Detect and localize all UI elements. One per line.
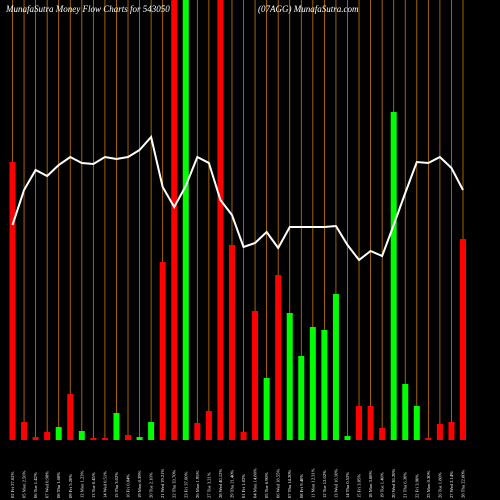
bar — [240, 432, 247, 440]
x-tick-label: 13 Wed 16.10% — [333, 469, 338, 498]
x-tick-label: 13 Tue 0.45% — [91, 472, 96, 498]
x-tick-label: 21 Thu 6.30% — [403, 472, 408, 498]
bar — [194, 423, 201, 440]
x-tick-label: 15 Thu 3.02% — [114, 472, 119, 498]
bar — [390, 112, 397, 440]
bar — [402, 384, 409, 440]
x-tick-label: 04 Mon 14.80% — [253, 468, 258, 498]
x-tick-label: 22 Thu 33.70% — [172, 469, 177, 498]
bar — [448, 422, 455, 440]
x-tick-label: 20 Tue 2.10% — [149, 472, 154, 498]
x-tick-label: 21 Wed 19.21% — [160, 469, 165, 498]
x-tick-label: 02 Fri 27.62% — [10, 471, 15, 498]
x-tick-label: 09 Fri 5.20% — [68, 474, 73, 498]
bar — [321, 330, 328, 440]
x-tick-label: 12 Tue 12.02% — [322, 470, 327, 498]
bar — [55, 427, 62, 440]
bar — [148, 422, 155, 440]
bar — [90, 438, 97, 440]
bar — [217, 0, 224, 440]
x-tick-label: 27 Tue 3.21% — [206, 472, 211, 498]
bar — [21, 422, 28, 440]
x-tick-label: 20 Wed 36.20% — [391, 469, 396, 498]
bar — [228, 245, 235, 440]
bar — [413, 406, 420, 440]
x-tick-label: 01 Fri 1.02% — [241, 474, 246, 498]
x-tick-label: 05 Mon 2.56% — [22, 470, 27, 498]
x-tick-label: 12 Mon 1.23% — [79, 470, 84, 498]
bar — [171, 0, 178, 440]
bar — [159, 262, 166, 440]
bar — [332, 294, 339, 440]
bar — [78, 431, 85, 440]
bar — [32, 437, 39, 440]
x-tick-label: 28 Wed 40.12% — [218, 469, 223, 498]
bar — [252, 311, 259, 440]
bar — [436, 424, 443, 440]
x-tick-label: 08 Fri 9.40% — [299, 474, 304, 498]
x-tick-label: 19 Mon 0.39% — [137, 470, 142, 498]
bar — [286, 313, 293, 440]
x-tick-label: 25 Mon 0.30% — [426, 470, 431, 498]
x-tick-label: 23 Fri 37.60% — [183, 471, 188, 498]
x-tick-label: 08 Thu 1.68% — [56, 472, 61, 498]
bar — [9, 162, 16, 440]
x-tick-label: 22 Fri 3.90% — [414, 474, 419, 498]
bar — [298, 356, 305, 440]
bar — [309, 327, 316, 440]
bar — [460, 239, 466, 440]
bar — [379, 428, 386, 440]
x-tick-label: 18 Mon 3.88% — [368, 470, 373, 498]
bar — [275, 275, 282, 440]
bar — [67, 394, 74, 440]
x-tick-label: 14 Wed 0.51% — [102, 471, 107, 498]
bar — [44, 432, 51, 440]
x-tick-label: 16 Fri 0.84% — [126, 474, 131, 498]
bar — [101, 438, 108, 440]
x-tick-label: 06 Wed 18.55% — [276, 469, 281, 498]
x-tick-label: 26 Mon 1.95% — [195, 470, 200, 498]
x-tick-label: 11 Mon 12.31% — [310, 468, 315, 498]
x-tick-label: 28 Thu 22.80% — [461, 469, 466, 498]
x-tick-label: 06 Tue 1.42% — [33, 472, 38, 498]
x-tick-label: 19 Tue 1.40% — [380, 472, 385, 498]
bar — [425, 438, 432, 440]
chart-subtitle: (07AGG) MunafaSutra.com — [258, 4, 359, 14]
chart-title: MunafaSutra Money Flow Charts for 543050 — [5, 4, 170, 14]
bar — [205, 411, 212, 440]
bar — [136, 437, 143, 440]
x-tick-label: 15 Fri 3.85% — [357, 474, 362, 498]
x-tick-label: 14 Thu 0.52% — [345, 472, 350, 498]
x-tick-label: 26 Tue 1.80% — [437, 472, 442, 498]
bar — [182, 0, 189, 440]
bar — [344, 436, 351, 440]
bar — [356, 406, 363, 440]
x-tick-label: 27 Wed 2.14% — [449, 471, 454, 498]
bar — [125, 435, 132, 440]
bar — [367, 406, 374, 440]
x-tick-label: 07 Thu 14.20% — [287, 469, 292, 498]
bar — [113, 413, 120, 440]
money-flow-line — [11, 134, 464, 262]
x-tick-label: 29 Thu 21.40% — [229, 469, 234, 498]
bar — [263, 378, 270, 440]
x-tick-label: 05 Tue 6.90% — [264, 472, 269, 498]
x-tick-label: 07 Wed 0.98% — [45, 471, 50, 498]
